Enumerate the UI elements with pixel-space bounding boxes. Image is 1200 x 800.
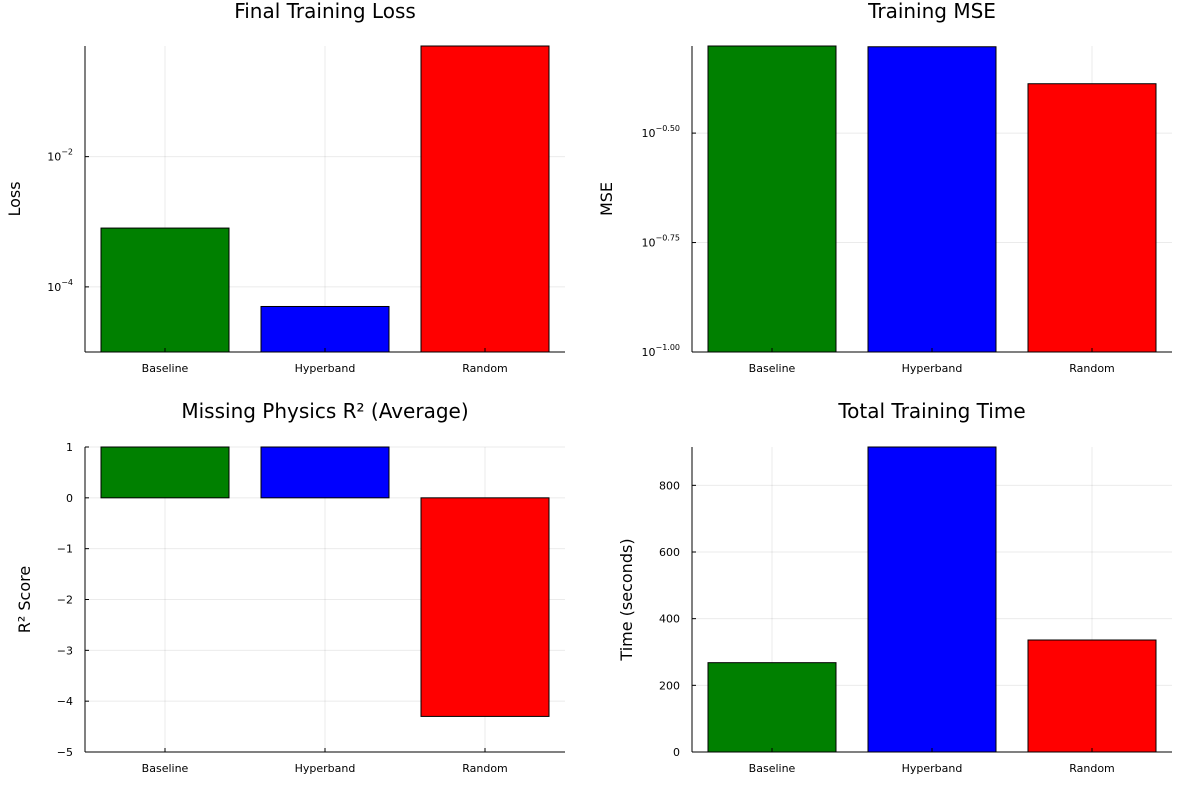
- x-tick-label: Hyperband: [295, 362, 356, 375]
- bar-random: [1027, 83, 1157, 353]
- y-tick-label: 0: [66, 492, 73, 505]
- x-tick-label: Baseline: [749, 762, 796, 775]
- y-tick-label: 1: [66, 441, 73, 454]
- y-tick-base: 10: [641, 346, 655, 359]
- y-tick-exponent: −2: [61, 148, 73, 157]
- y-tick-label: −5: [57, 746, 73, 759]
- x-tick-label: Random: [462, 762, 508, 775]
- bar-hyperband: [260, 446, 390, 499]
- y-tick-label: −3: [57, 644, 73, 657]
- x-tick-label: Random: [462, 362, 508, 375]
- bar-random: [420, 497, 550, 717]
- x-tick-label: Random: [1069, 362, 1115, 375]
- y-tick-exponent: −0.50: [655, 124, 680, 133]
- y-axis-label: Loss: [5, 181, 24, 216]
- chart-title: Final Training Loss: [234, 0, 416, 23]
- panel-r2: Baseline Hyperband Random −5 −4 −3 −2 −1 0 1 Missi…: [15, 399, 565, 775]
- bar-hyperband: [867, 46, 997, 353]
- y-tick-base: 10: [641, 237, 655, 250]
- bar-baseline: [707, 45, 837, 353]
- y-tick-base: 10: [47, 151, 61, 164]
- y-tick-label: 0: [673, 746, 680, 759]
- y-tick-label: 10−0.50: [641, 124, 680, 140]
- y-tick-exponent: −4: [61, 278, 73, 287]
- chart-title: Total Training Time: [837, 399, 1025, 423]
- bar-baseline: [707, 662, 837, 753]
- y-axis-label: R² Score: [15, 566, 34, 633]
- y-axis-label: Time (seconds): [617, 538, 636, 661]
- bar-hyperband: [260, 305, 390, 353]
- y-tick-label: 400: [659, 613, 680, 626]
- bar-random: [420, 45, 550, 353]
- y-tick-label: −1: [57, 543, 73, 556]
- bar-random: [1027, 639, 1157, 753]
- panel-time: Baseline Hyperband Random 0 200 400 600 800 Tota…: [617, 399, 1172, 775]
- y-tick-label: 10−0.75: [641, 234, 680, 250]
- y-tick-base: 10: [47, 281, 61, 294]
- bar-baseline: [100, 446, 230, 499]
- y-tick-label: 10−1.00: [641, 343, 680, 359]
- y-tick-label: 600: [659, 546, 680, 559]
- chart-title: Missing Physics R² (Average): [181, 399, 468, 423]
- bar-baseline: [100, 227, 230, 353]
- x-tick-label: Baseline: [142, 362, 189, 375]
- y-tick-label: 10−2: [47, 148, 73, 164]
- y-tick-label: 200: [659, 679, 680, 692]
- y-tick-label: 10−4: [47, 278, 73, 294]
- x-tick-label: Hyperband: [295, 762, 356, 775]
- x-tick-label: Baseline: [142, 762, 189, 775]
- panel-mse: Baseline Hyperband Random10−1.0010−0.7510−…: [597, 0, 1172, 375]
- y-tick-exponent: −0.75: [655, 234, 680, 243]
- bar-hyperband: [867, 446, 997, 753]
- y-tick-exponent: −1.00: [655, 343, 680, 352]
- x-tick-label: Random: [1069, 762, 1115, 775]
- x-tick-label: Hyperband: [902, 362, 963, 375]
- x-tick-label: Baseline: [749, 362, 796, 375]
- y-axis-label: MSE: [597, 182, 616, 216]
- chart-title: Training MSE: [867, 0, 996, 23]
- y-tick-label: −4: [57, 695, 73, 708]
- y-tick-label: −2: [57, 594, 73, 607]
- x-tick-label: Hyperband: [902, 762, 963, 775]
- y-tick-label: 800: [659, 479, 680, 492]
- y-tick-base: 10: [641, 127, 655, 140]
